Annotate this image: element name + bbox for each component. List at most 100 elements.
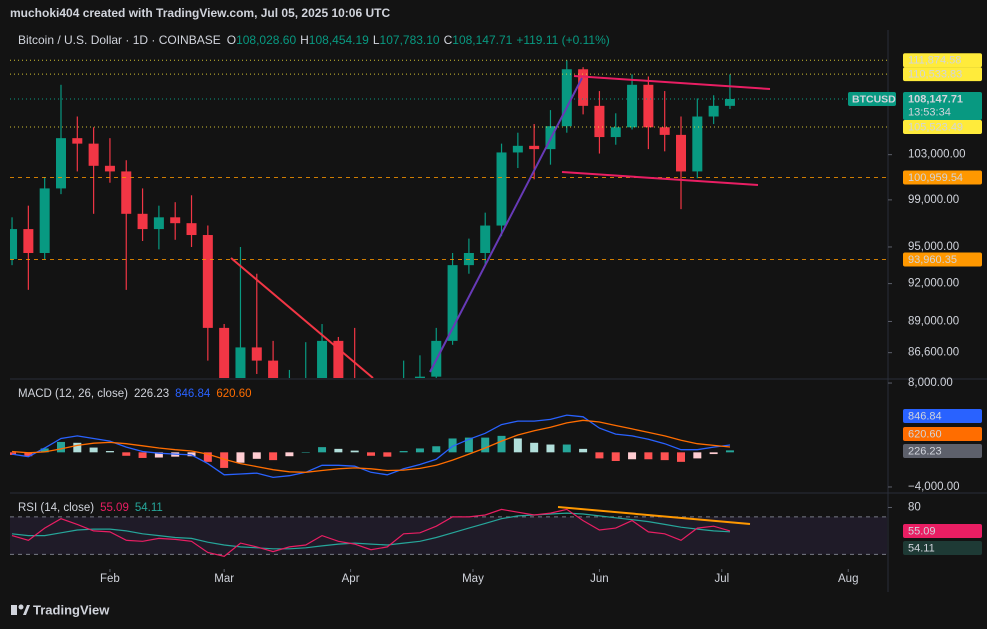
macd-pane xyxy=(10,414,734,479)
candle-body xyxy=(529,145,540,150)
histogram-bar xyxy=(105,451,114,453)
histogram-bar xyxy=(546,444,555,453)
logo xyxy=(23,605,30,615)
ohlc-key: O xyxy=(227,33,236,47)
histogram-bar xyxy=(318,447,327,453)
histogram-bar xyxy=(269,452,278,461)
rsi-ma-badge-bg xyxy=(903,541,982,555)
ohlc-value: 108,147.71 xyxy=(452,33,512,47)
histogram-bar xyxy=(73,442,82,453)
price-level-label-bg xyxy=(903,120,982,135)
ohlc-key: C xyxy=(444,33,453,47)
y-tick-label: 95,000.00 xyxy=(908,241,959,253)
channel-line xyxy=(561,171,759,186)
x-tick-label: Feb xyxy=(100,573,120,585)
rsi-band xyxy=(10,516,887,555)
ohlc-value: 108,028.60 xyxy=(236,33,296,47)
rsi-title: RSI (14, close) xyxy=(18,502,94,514)
macd-title: MACD (12, 26, close) xyxy=(18,388,128,400)
credit: muchoki404 created with TradingView.com,… xyxy=(10,6,390,20)
signal-badge-bg xyxy=(903,427,982,441)
price-level-label-bg xyxy=(903,53,982,68)
x-tick-label: Aug xyxy=(838,573,858,585)
price-level-label: 105,523.49 xyxy=(908,121,963,133)
logo xyxy=(11,605,17,615)
histogram-bar xyxy=(220,452,229,468)
y-tick-label: 86,600.00 xyxy=(908,347,959,359)
candle-body xyxy=(153,217,164,230)
y-tick-label: 99,000.00 xyxy=(908,194,959,206)
rsi-trend-line xyxy=(557,506,751,525)
price-level-label-bg xyxy=(903,252,982,267)
rsi-badge: 55.09 xyxy=(908,525,936,537)
histogram-bar xyxy=(301,452,310,453)
histogram-bar xyxy=(432,446,441,453)
histogram-bar xyxy=(24,452,33,457)
x-tick-label: Mar xyxy=(214,573,234,585)
x-tick-label: Apr xyxy=(342,573,360,585)
price-level-label: 110,533.83 xyxy=(908,68,962,80)
histogram-badge: 226.23 xyxy=(908,445,942,457)
histogram-bar xyxy=(154,452,163,458)
histogram-bar xyxy=(628,452,637,460)
signal-line xyxy=(11,419,731,473)
histogram-bar xyxy=(415,448,424,453)
histogram-bar xyxy=(383,452,392,457)
price-level-label-bg xyxy=(903,170,982,185)
macd-legend: MACD (12, 26, close) 226.23 846.84 620.60 xyxy=(18,388,252,400)
candle-body xyxy=(676,134,687,172)
y-tick-label: 8,000.00 xyxy=(908,377,953,389)
histogram-bar xyxy=(725,450,734,453)
histogram-bar xyxy=(660,452,669,461)
last-price: 108,147.71 xyxy=(908,93,963,105)
candle-body xyxy=(610,127,621,138)
histogram-bar xyxy=(530,442,539,453)
histogram-bar xyxy=(138,452,147,458)
price-level-label-bg xyxy=(903,67,982,82)
macd-badge-bg xyxy=(903,409,982,423)
candle-body xyxy=(627,84,638,128)
histogram-bar xyxy=(481,437,490,453)
histogram-bar xyxy=(399,451,408,453)
candle-body xyxy=(219,327,230,378)
rsi-ma-value: 54.11 xyxy=(135,502,163,514)
histogram-bar xyxy=(644,452,653,460)
histogram-bar xyxy=(334,448,343,453)
price-level-label: 93,960.35 xyxy=(908,254,957,266)
histogram-bar xyxy=(89,447,98,453)
y-tick-label: 80 xyxy=(908,502,921,514)
candle-body xyxy=(659,127,670,135)
candle-body xyxy=(55,138,66,189)
histogram-bar xyxy=(497,435,506,453)
y-tick-label: 92,000.00 xyxy=(908,278,959,290)
ohlc-value: 108,454.19 xyxy=(309,33,369,47)
histogram-bar xyxy=(236,452,245,463)
histogram-bar xyxy=(513,438,522,453)
histogram-bar xyxy=(595,452,604,459)
candle-body xyxy=(202,235,213,328)
x-tick-label: Jul xyxy=(714,573,729,585)
histogram-bar xyxy=(122,452,131,456)
histogram-bar xyxy=(562,444,571,453)
histogram-value: 226.23 xyxy=(134,388,169,400)
countdown: 13:53:34 xyxy=(908,106,951,118)
candle-body xyxy=(121,171,132,214)
candle-body xyxy=(724,98,735,106)
symbol: Bitcoin / U.S. Dollar · 1D · COINBASE xyxy=(18,33,221,47)
y-tick-label: −4,000.00 xyxy=(908,481,959,493)
macd-line xyxy=(11,414,731,479)
histogram-bar xyxy=(677,452,686,462)
histogram-bar xyxy=(252,452,261,459)
candle-body xyxy=(10,229,18,260)
histogram-bar xyxy=(56,441,65,453)
candle-body xyxy=(414,376,425,378)
histogram-bar xyxy=(693,452,702,459)
candle-body xyxy=(72,138,83,144)
rsi-ma-badge: 54.11 xyxy=(908,542,935,554)
candle-body xyxy=(643,84,654,128)
candle-body xyxy=(692,116,703,172)
change: +119.11 (+0.11%) xyxy=(516,33,609,47)
candles xyxy=(10,60,735,378)
candle-body xyxy=(88,143,99,166)
ohlc-value: 107,783.10 xyxy=(380,33,440,47)
